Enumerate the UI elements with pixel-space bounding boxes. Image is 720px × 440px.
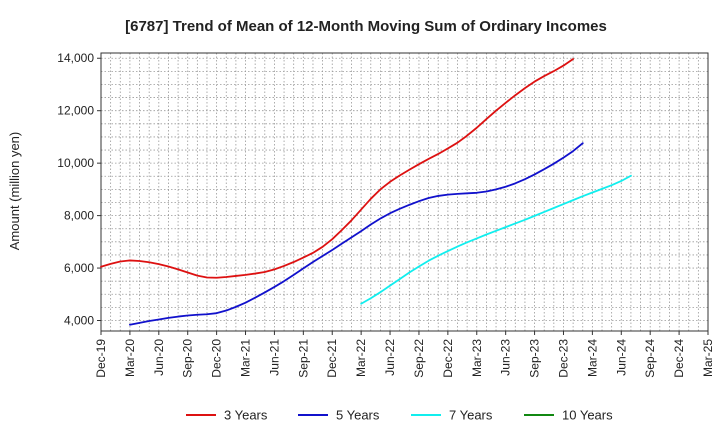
plot-area: 4,000 6,000 8,000 10,000 12,000 14,000 Dec-19 M…: [57, 51, 715, 377]
x-tick-label: Sep-21: [296, 339, 310, 378]
legend-label-5-years: 5 Years: [336, 408, 380, 423]
plot-background: [101, 53, 708, 331]
x-tick-label: Dec-24: [672, 339, 686, 378]
y-tick-label: 4,000: [64, 314, 94, 328]
x-tick-label: Mar-20: [123, 339, 137, 377]
x-tick-label: Jun-20: [152, 339, 166, 376]
x-tick-label: Jun-23: [499, 339, 513, 376]
x-tick-label: Dec-20: [210, 339, 224, 378]
x-tick-label: Dec-19: [94, 339, 108, 378]
series-line-5-years: [128, 142, 584, 326]
x-tick-label: Sep-22: [412, 339, 426, 378]
x-tick-label: Mar-25: [701, 339, 715, 377]
x-tick-label: Mar-23: [470, 339, 484, 377]
legend: 3 Years 5 Years 7 Years 10 Years: [186, 408, 613, 423]
x-tick-label: Dec-21: [325, 339, 339, 378]
x-tick-label: Mar-22: [354, 339, 368, 377]
x-tick-label: Jun-21: [267, 339, 281, 376]
series-line-3-years: [100, 58, 575, 279]
y-tick-label: 12,000: [57, 104, 94, 118]
x-tick-label: Sep-23: [528, 339, 542, 378]
x-tick-label: Jun-24: [614, 339, 628, 376]
legend-label-7-years: 7 Years: [449, 408, 493, 423]
legend-label-3-years: 3 Years: [224, 408, 268, 423]
plot-frame: [100, 52, 709, 332]
legend-label-10-years: 10 Years: [562, 408, 613, 423]
x-tick-label: Mar-21: [239, 339, 253, 377]
x-tick-label: Sep-20: [181, 339, 195, 378]
x-tick-label: Dec-23: [556, 339, 570, 378]
x-tick-label: Sep-24: [643, 339, 657, 378]
x-tick-label: Dec-22: [441, 339, 455, 378]
chart-title: [6787] Trend of Mean of 12-Month Moving …: [125, 18, 607, 35]
x-tick-label: Mar-24: [585, 339, 599, 377]
series-line-7-years: [360, 174, 632, 305]
x-tick-label: Jun-22: [383, 339, 397, 376]
y-axis-label: Amount (million yen): [7, 132, 22, 251]
y-tick-label: 10,000: [57, 156, 94, 170]
y-tick-label: 14,000: [57, 51, 94, 65]
y-tick-label: 8,000: [64, 209, 94, 223]
y-tick-label: 6,000: [64, 261, 94, 275]
